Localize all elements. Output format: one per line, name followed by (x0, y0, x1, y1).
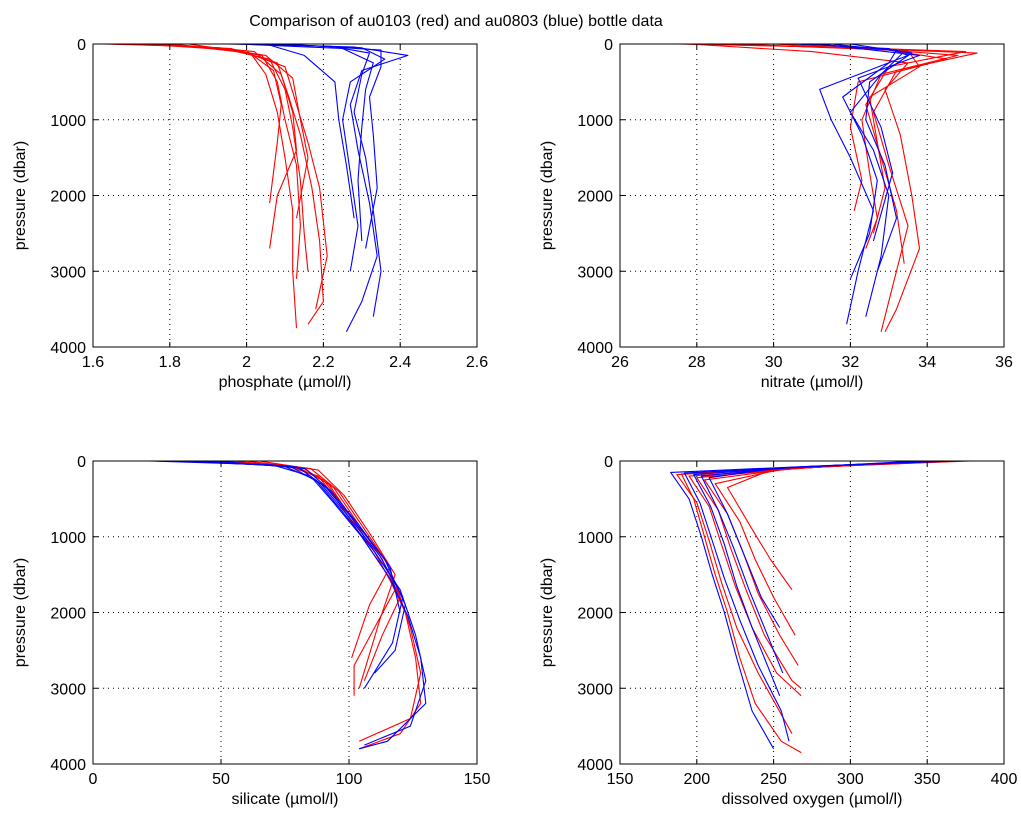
x-tick-label: 30 (765, 354, 783, 371)
series-line-blue (195, 460, 406, 674)
series-line-red (169, 43, 298, 249)
y-tick-label: 2000 (577, 189, 613, 206)
series-line-blue (265, 43, 355, 219)
series-line-blue (169, 460, 427, 746)
series-line-red (188, 43, 309, 219)
x-tick-label: 2.6 (466, 354, 488, 371)
chart-panel-2: 26 28 30 32 34 36 0 1000 2000 3000 4000 nitrate (µm… (539, 37, 1013, 391)
y-tick-label: 3000 (50, 681, 86, 698)
x-tick-label: 1.6 (82, 354, 104, 371)
series-line-red (115, 43, 301, 279)
y-tick-label: 1000 (577, 530, 613, 547)
y-axis-label: pressure (dbar) (12, 141, 29, 250)
chart-panel-3: 0 50 100 150 0 1000 2000 3000 4000 silicate (µmol… (12, 454, 490, 808)
series-line-blue (819, 43, 921, 242)
x-tick-label: 1.8 (159, 354, 181, 371)
y-tick-label: 2000 (50, 606, 86, 623)
x-axis-label: silicate (µmol/l) (231, 791, 338, 808)
y-tick-label: 4000 (50, 757, 86, 774)
y-tick-label: 0 (604, 37, 613, 54)
x-tick-label: 300 (837, 771, 864, 788)
series-line-blue (246, 43, 409, 333)
series-line-blue (670, 460, 958, 750)
y-tick-label: 0 (77, 37, 86, 54)
series-line-red (233, 460, 401, 681)
series-line-blue (831, 43, 905, 317)
series-line-blue (182, 460, 404, 689)
y-tick-label: 2000 (577, 606, 613, 623)
series-line-blue (708, 460, 920, 628)
x-axis-label: phosphate (µmol/l) (219, 374, 352, 391)
series-line-red (689, 43, 921, 333)
y-tick-label: 0 (604, 454, 613, 471)
x-tick-label: 0 (89, 771, 98, 788)
x-axis-label: nitrate (µmol/l) (761, 374, 864, 391)
y-tick-label: 3000 (577, 264, 613, 281)
series-line-blue (238, 43, 374, 242)
x-tick-label: 36 (995, 354, 1013, 371)
x-tick-label: 28 (688, 354, 706, 371)
x-tick-label: 350 (914, 771, 941, 788)
series-line-red (773, 43, 921, 234)
plot-frame (92, 460, 478, 765)
y-tick-label: 1000 (50, 113, 86, 130)
series-line-blue (284, 43, 382, 249)
chart-panel-4: 150 200 250 300 350 40001000200030004000disso… (539, 454, 1017, 808)
y-axis-label: pressure (dbar) (539, 558, 556, 667)
x-tick-label: 2.4 (389, 354, 411, 371)
series-line-red (162, 43, 328, 310)
series-line-blue (683, 460, 946, 742)
plot-frame (619, 43, 1005, 348)
x-tick-label: 2.2 (312, 354, 334, 371)
x-tick-label: 50 (212, 771, 230, 788)
y-tick-label: 2000 (50, 189, 86, 206)
series-line-blue (850, 43, 913, 272)
x-tick-label: 250 (760, 771, 787, 788)
series-line-red (259, 460, 396, 689)
series-line-blue (693, 460, 937, 697)
x-tick-label: 200 (683, 771, 710, 788)
y-tick-label: 4000 (577, 757, 613, 774)
series-line-red (726, 460, 920, 591)
series-line-blue (215, 460, 401, 613)
x-tick-label: 150 (464, 771, 491, 788)
series-line-red (220, 460, 396, 696)
series-line-red (677, 43, 967, 264)
x-tick-label: 32 (842, 354, 860, 371)
series-line-blue (265, 43, 386, 272)
series-line-red (104, 43, 298, 329)
x-axis-label: dissolved oxygen (µmol/l) (722, 791, 903, 808)
y-axis-label: pressure (dbar) (539, 141, 556, 250)
x-tick-label: 26 (611, 354, 629, 371)
series-line-red (714, 460, 928, 636)
series-line-red (688, 460, 951, 697)
series-line-red (715, 43, 959, 249)
y-tick-label: 4000 (577, 340, 613, 357)
y-tick-label: 1000 (50, 530, 86, 547)
series-line-red (131, 43, 309, 272)
x-tick-label: 150 (607, 771, 634, 788)
chart-panel-1: 1.6 1.8 2 2.2 2.4 2.6 0 1000 2000 3000 4000 phospha… (12, 37, 488, 391)
x-tick-label: 400 (991, 771, 1018, 788)
y-tick-label: 1000 (577, 113, 613, 130)
series-line-red (246, 460, 391, 659)
y-tick-label: 4000 (50, 340, 86, 357)
y-tick-label: 3000 (50, 264, 86, 281)
series-line-red (696, 43, 978, 332)
series-line-red (139, 43, 282, 204)
y-axis-label: pressure (dbar) (12, 558, 29, 667)
plot-frame (619, 460, 1005, 765)
x-tick-label: 34 (918, 354, 936, 371)
y-tick-label: 3000 (577, 681, 613, 698)
figure-title: Comparison of au0103 (red) and au0803 (b… (249, 13, 663, 30)
x-tick-label: 100 (336, 771, 363, 788)
x-tick-label: 2 (242, 354, 251, 371)
y-tick-label: 0 (77, 454, 86, 471)
